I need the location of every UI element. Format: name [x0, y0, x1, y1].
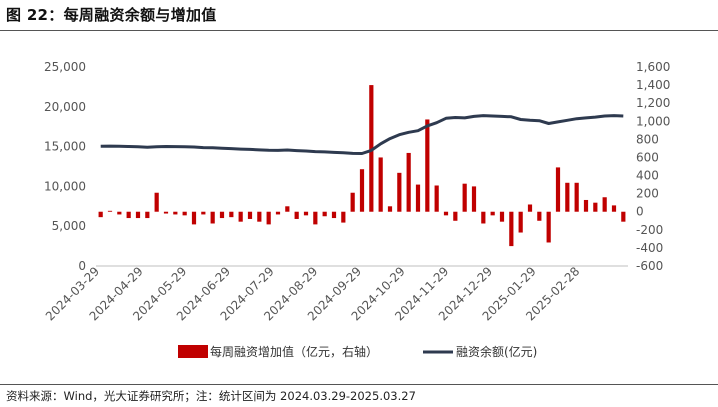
bar	[527, 204, 533, 212]
bar	[313, 211, 318, 225]
bar	[397, 172, 402, 212]
bar	[201, 211, 206, 215]
bar	[182, 211, 187, 216]
bar	[425, 119, 430, 212]
bar-series	[98, 85, 626, 247]
bar	[210, 211, 215, 224]
bar	[117, 211, 122, 215]
right-axis-tick-label: 800	[636, 132, 659, 146]
bar	[546, 211, 551, 243]
bar	[191, 211, 197, 225]
bar	[266, 211, 271, 225]
right-axis-tick-label: 1,200	[636, 96, 670, 110]
bar	[490, 211, 495, 216]
bar	[471, 186, 477, 212]
bar	[443, 211, 449, 216]
bar	[583, 199, 589, 212]
title-divider	[0, 30, 718, 31]
bar	[303, 211, 309, 216]
bar	[602, 197, 607, 212]
right-axis-tick-label: 400	[636, 169, 659, 183]
left-axis-tick-label: 5,000	[52, 219, 86, 233]
bar	[154, 192, 159, 212]
right-axis-tick-label: 600	[636, 150, 659, 164]
bar	[518, 211, 523, 233]
bar	[453, 211, 458, 221]
bar	[565, 182, 570, 212]
bar	[406, 152, 411, 212]
bar	[247, 211, 253, 219]
bar	[341, 211, 346, 223]
legend-label-line: 融资余额(亿元)	[456, 344, 537, 359]
bar	[229, 211, 234, 218]
bar	[275, 211, 281, 215]
bar	[145, 211, 150, 219]
bar	[219, 211, 225, 219]
bar	[369, 85, 374, 212]
left-axis-tick-label: 25,000	[44, 60, 86, 74]
bar	[593, 202, 598, 212]
bar	[350, 192, 355, 212]
series-line	[100, 114, 624, 155]
bar	[294, 211, 299, 219]
footer-divider	[0, 384, 718, 385]
left-axis-tick-label: 15,000	[44, 140, 86, 154]
line-series	[100, 114, 624, 155]
bar	[415, 184, 421, 212]
bar	[238, 211, 243, 222]
bar	[107, 210, 113, 212]
bar	[611, 205, 617, 212]
legend-swatch-bar	[178, 345, 208, 358]
right-axis-tick-label: 200	[636, 187, 659, 201]
bar	[163, 211, 169, 214]
bar	[574, 182, 579, 212]
bar	[322, 211, 327, 217]
bar	[359, 169, 365, 212]
right-axis-tick-label: 1,600	[636, 60, 670, 74]
bar	[173, 211, 178, 215]
right-axis-tick-label: 0	[636, 205, 644, 219]
right-axis-tick-label: -600	[636, 259, 663, 273]
bar	[331, 211, 337, 219]
right-axis-tick-label: -200	[636, 223, 663, 237]
bar	[126, 211, 131, 219]
bar	[135, 211, 141, 219]
bar	[434, 185, 439, 212]
source-note: 资料来源：Wind，光大证券研究所；注：统计区间为 2024.03.29-202…	[6, 389, 416, 403]
legend-label-bar: 每周融资增加值（亿元，右轴）	[210, 344, 378, 359]
bar	[509, 211, 514, 247]
right-axis-tick-label: 1,000	[636, 114, 670, 128]
chart-title: 图 22：每周融资余额与增加值	[6, 6, 217, 24]
bar	[537, 211, 542, 221]
legend: 每周融资增加值（亿元，右轴） 融资余额(亿元)	[178, 344, 537, 359]
bar	[98, 211, 103, 218]
bar	[481, 211, 486, 224]
bar	[555, 167, 561, 212]
bar	[387, 206, 393, 212]
right-axis-tick-label: -400	[636, 241, 663, 255]
bar	[621, 211, 626, 222]
left-axis-tick-label: 20,000	[44, 100, 86, 114]
left-axis-tick-label: 0	[78, 259, 86, 273]
bar	[378, 157, 383, 212]
chart-area: 0 5,000 10,000 15,000 20,000 25,000 -600 -400 -2…	[43, 60, 670, 359]
bar	[285, 206, 290, 212]
bar	[462, 183, 467, 212]
right-axis-tick-label: 1,400	[636, 78, 670, 92]
bar	[499, 211, 505, 222]
left-axis-tick-label: 10,000	[44, 179, 86, 193]
bar	[257, 211, 262, 222]
